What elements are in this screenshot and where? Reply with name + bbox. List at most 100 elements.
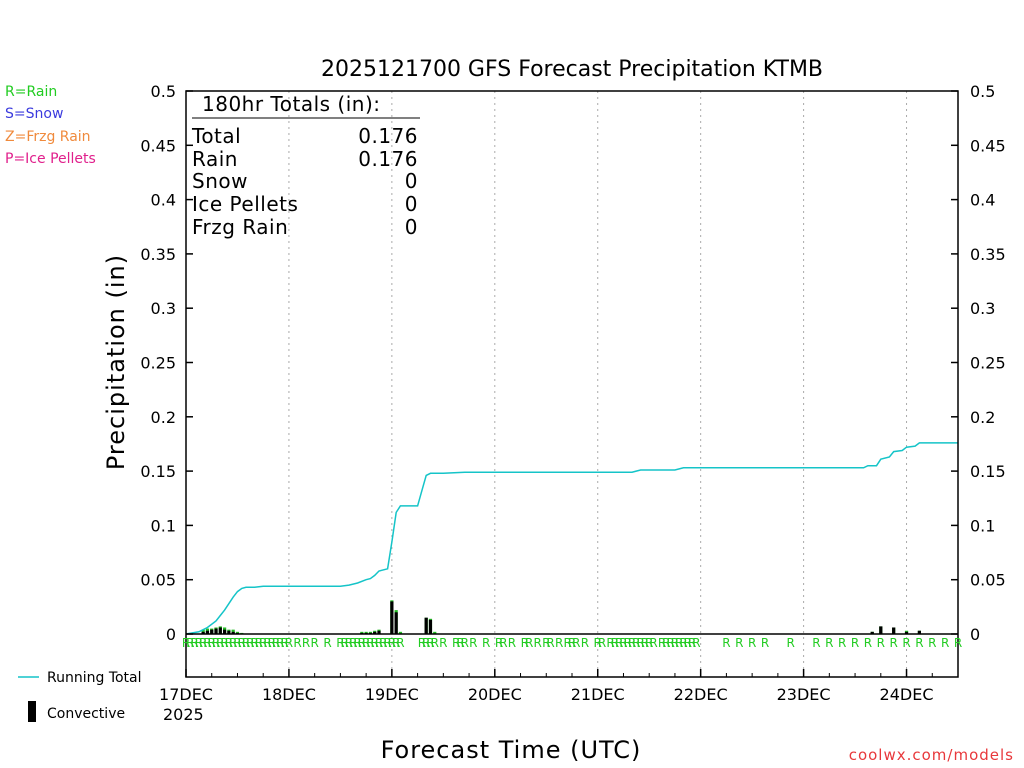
ptype-marker-rain: R bbox=[761, 636, 769, 650]
ptype-marker-rain: R bbox=[928, 636, 936, 650]
ptype-marker-rain: R bbox=[649, 636, 657, 650]
convective-bar bbox=[892, 627, 896, 634]
ptype-marker-rain: R bbox=[345, 636, 353, 650]
y-right-tick-label: 0 bbox=[970, 625, 980, 644]
x-axis: 17DEC 18DEC 19DEC 20DEC 21DEC 22DEC 23DEC 24DEC bbox=[159, 669, 934, 704]
ptype-marker-rain: R bbox=[379, 636, 387, 650]
ptype-marker-rain: R bbox=[246, 636, 254, 650]
ptype-marker-rain: R bbox=[392, 636, 400, 650]
y-left-tick-label: 0.05 bbox=[140, 571, 176, 590]
y-left-tick-label: 0.5 bbox=[151, 82, 176, 101]
ptype-legend: R=Rain S=Snow Z=Frzg Rain P=Ice Pellets bbox=[5, 84, 96, 167]
x-tick-label: 24DEC bbox=[880, 685, 934, 704]
ptype-marker-rain: R bbox=[280, 636, 288, 650]
ptype-marker-rain: R bbox=[748, 636, 756, 650]
ptype-marker-rain: R bbox=[594, 636, 602, 650]
convective-legend-label: Convective bbox=[47, 706, 125, 722]
ptype-marker-rain: R bbox=[341, 636, 349, 650]
y-right-tick-label: 0.4 bbox=[970, 191, 995, 210]
ptype-marker-rain: R bbox=[546, 636, 554, 650]
ptype-marker-rain: R bbox=[362, 636, 370, 650]
x-axis-title: Forecast Time (UTC) bbox=[381, 736, 642, 764]
ptype-marker-rain: R bbox=[645, 636, 653, 650]
ptype-marker-rain: R bbox=[452, 636, 460, 650]
ptype-marker-rain: R bbox=[624, 636, 632, 650]
running-total-line bbox=[185, 442, 958, 635]
ptype-marker-rain: R bbox=[568, 636, 576, 650]
ptype-marker-rain: R bbox=[915, 636, 923, 650]
ptype-marker-rain: R bbox=[439, 636, 447, 650]
y-left-tick-label: 0.25 bbox=[140, 354, 176, 373]
vertical-gridlines bbox=[288, 91, 908, 677]
ptype-marker-rain: R bbox=[615, 636, 623, 650]
ptype-marker-rain: R bbox=[889, 636, 897, 650]
ptype-marker-rain: R bbox=[418, 636, 426, 650]
x-tick-label: 23DEC bbox=[777, 685, 831, 704]
ptype-marker-rain: R bbox=[632, 636, 640, 650]
y-left-tick-label: 0.3 bbox=[151, 299, 176, 318]
convective-bar bbox=[424, 617, 428, 634]
totals-label-rain: Rain bbox=[192, 147, 238, 171]
y-right-tick-label: 0.05 bbox=[970, 571, 1006, 590]
ptype-marker-rain: R bbox=[525, 636, 533, 650]
totals-value-snow: 0 bbox=[405, 169, 418, 193]
convective-bar bbox=[227, 630, 231, 634]
convective-bar bbox=[201, 631, 205, 634]
ptype-marker-rain: R bbox=[787, 636, 795, 650]
ptype-marker-rain: R bbox=[941, 636, 949, 650]
y-left-tick-label: 0.45 bbox=[140, 136, 176, 155]
ptype-marker-rain: R bbox=[375, 636, 383, 650]
ptype-marker-rain: R bbox=[310, 636, 318, 650]
precip-bars bbox=[201, 600, 921, 634]
ptype-marker-rain: R bbox=[216, 636, 224, 650]
legend-rain: R=Rain bbox=[5, 84, 57, 100]
ptype-marker-rain: R bbox=[636, 636, 644, 650]
ptype-marker-rain: R bbox=[658, 636, 666, 650]
ptype-marker-rain: R bbox=[383, 636, 391, 650]
y-left-tick-label: 0.4 bbox=[151, 191, 176, 210]
ptype-marker-rain: R bbox=[366, 636, 374, 650]
totals-heading: 180hr Totals (in): bbox=[202, 92, 381, 116]
convective-bars bbox=[201, 601, 921, 634]
ptype-marker-rain: R bbox=[521, 636, 529, 650]
precip-bar bbox=[433, 631, 437, 634]
ptype-marker-rain: R bbox=[186, 636, 194, 650]
convective-bar bbox=[879, 626, 883, 634]
x-tick-label: 22DEC bbox=[674, 685, 728, 704]
ptype-marker-rain: R bbox=[242, 636, 250, 650]
convective-bar bbox=[870, 631, 874, 634]
ptype-marker-rain: R bbox=[353, 636, 361, 650]
ptype-marker-rain: R bbox=[534, 636, 542, 650]
ptype-marker-rain: R bbox=[199, 636, 207, 650]
ptype-marker-rain: R bbox=[825, 636, 833, 650]
x-tick-label: 18DEC bbox=[262, 685, 316, 704]
convective-bar bbox=[390, 601, 394, 634]
ptype-marker-rain: R bbox=[851, 636, 859, 650]
totals-value-frzg-rain: 0 bbox=[405, 215, 418, 239]
ptype-marker-rain: R bbox=[293, 636, 301, 650]
running-total-legend-label: Running Total bbox=[47, 670, 142, 686]
chart-title: 2025121700 GFS Forecast Precipitation KT… bbox=[321, 57, 823, 82]
totals-label-ice-pellets: Ice Pellets bbox=[192, 192, 298, 216]
ptype-marker-rain: R bbox=[666, 636, 674, 650]
ptype-marker-rain: R bbox=[598, 636, 606, 650]
y-left-tick-label: 0.2 bbox=[151, 408, 176, 427]
y-left-tick-label: 0.15 bbox=[140, 462, 176, 481]
y-axis-title: Precipitation (in) bbox=[102, 254, 130, 470]
ptype-marker-rain: R bbox=[422, 636, 430, 650]
ptype-marker-rain: R bbox=[220, 636, 228, 650]
totals-value-ice-pellets: 0 bbox=[405, 192, 418, 216]
ptype-marker-rain: R bbox=[679, 636, 687, 650]
ptype-marker-rain: R bbox=[229, 636, 237, 650]
ptype-marker-rain: R bbox=[212, 636, 220, 650]
convective-bar bbox=[205, 630, 210, 634]
ptype-marker-rain: R bbox=[838, 636, 846, 650]
totals-label-frzg-rain: Frzg Rain bbox=[192, 215, 288, 239]
ptype-marker-rain: R bbox=[208, 636, 216, 650]
ptype-marker-rain: R bbox=[508, 636, 516, 650]
convective-legend-swatch bbox=[28, 701, 36, 722]
y-right-tick-label: 0.5 bbox=[970, 82, 995, 101]
series-legend: Running Total Convective bbox=[18, 670, 142, 722]
